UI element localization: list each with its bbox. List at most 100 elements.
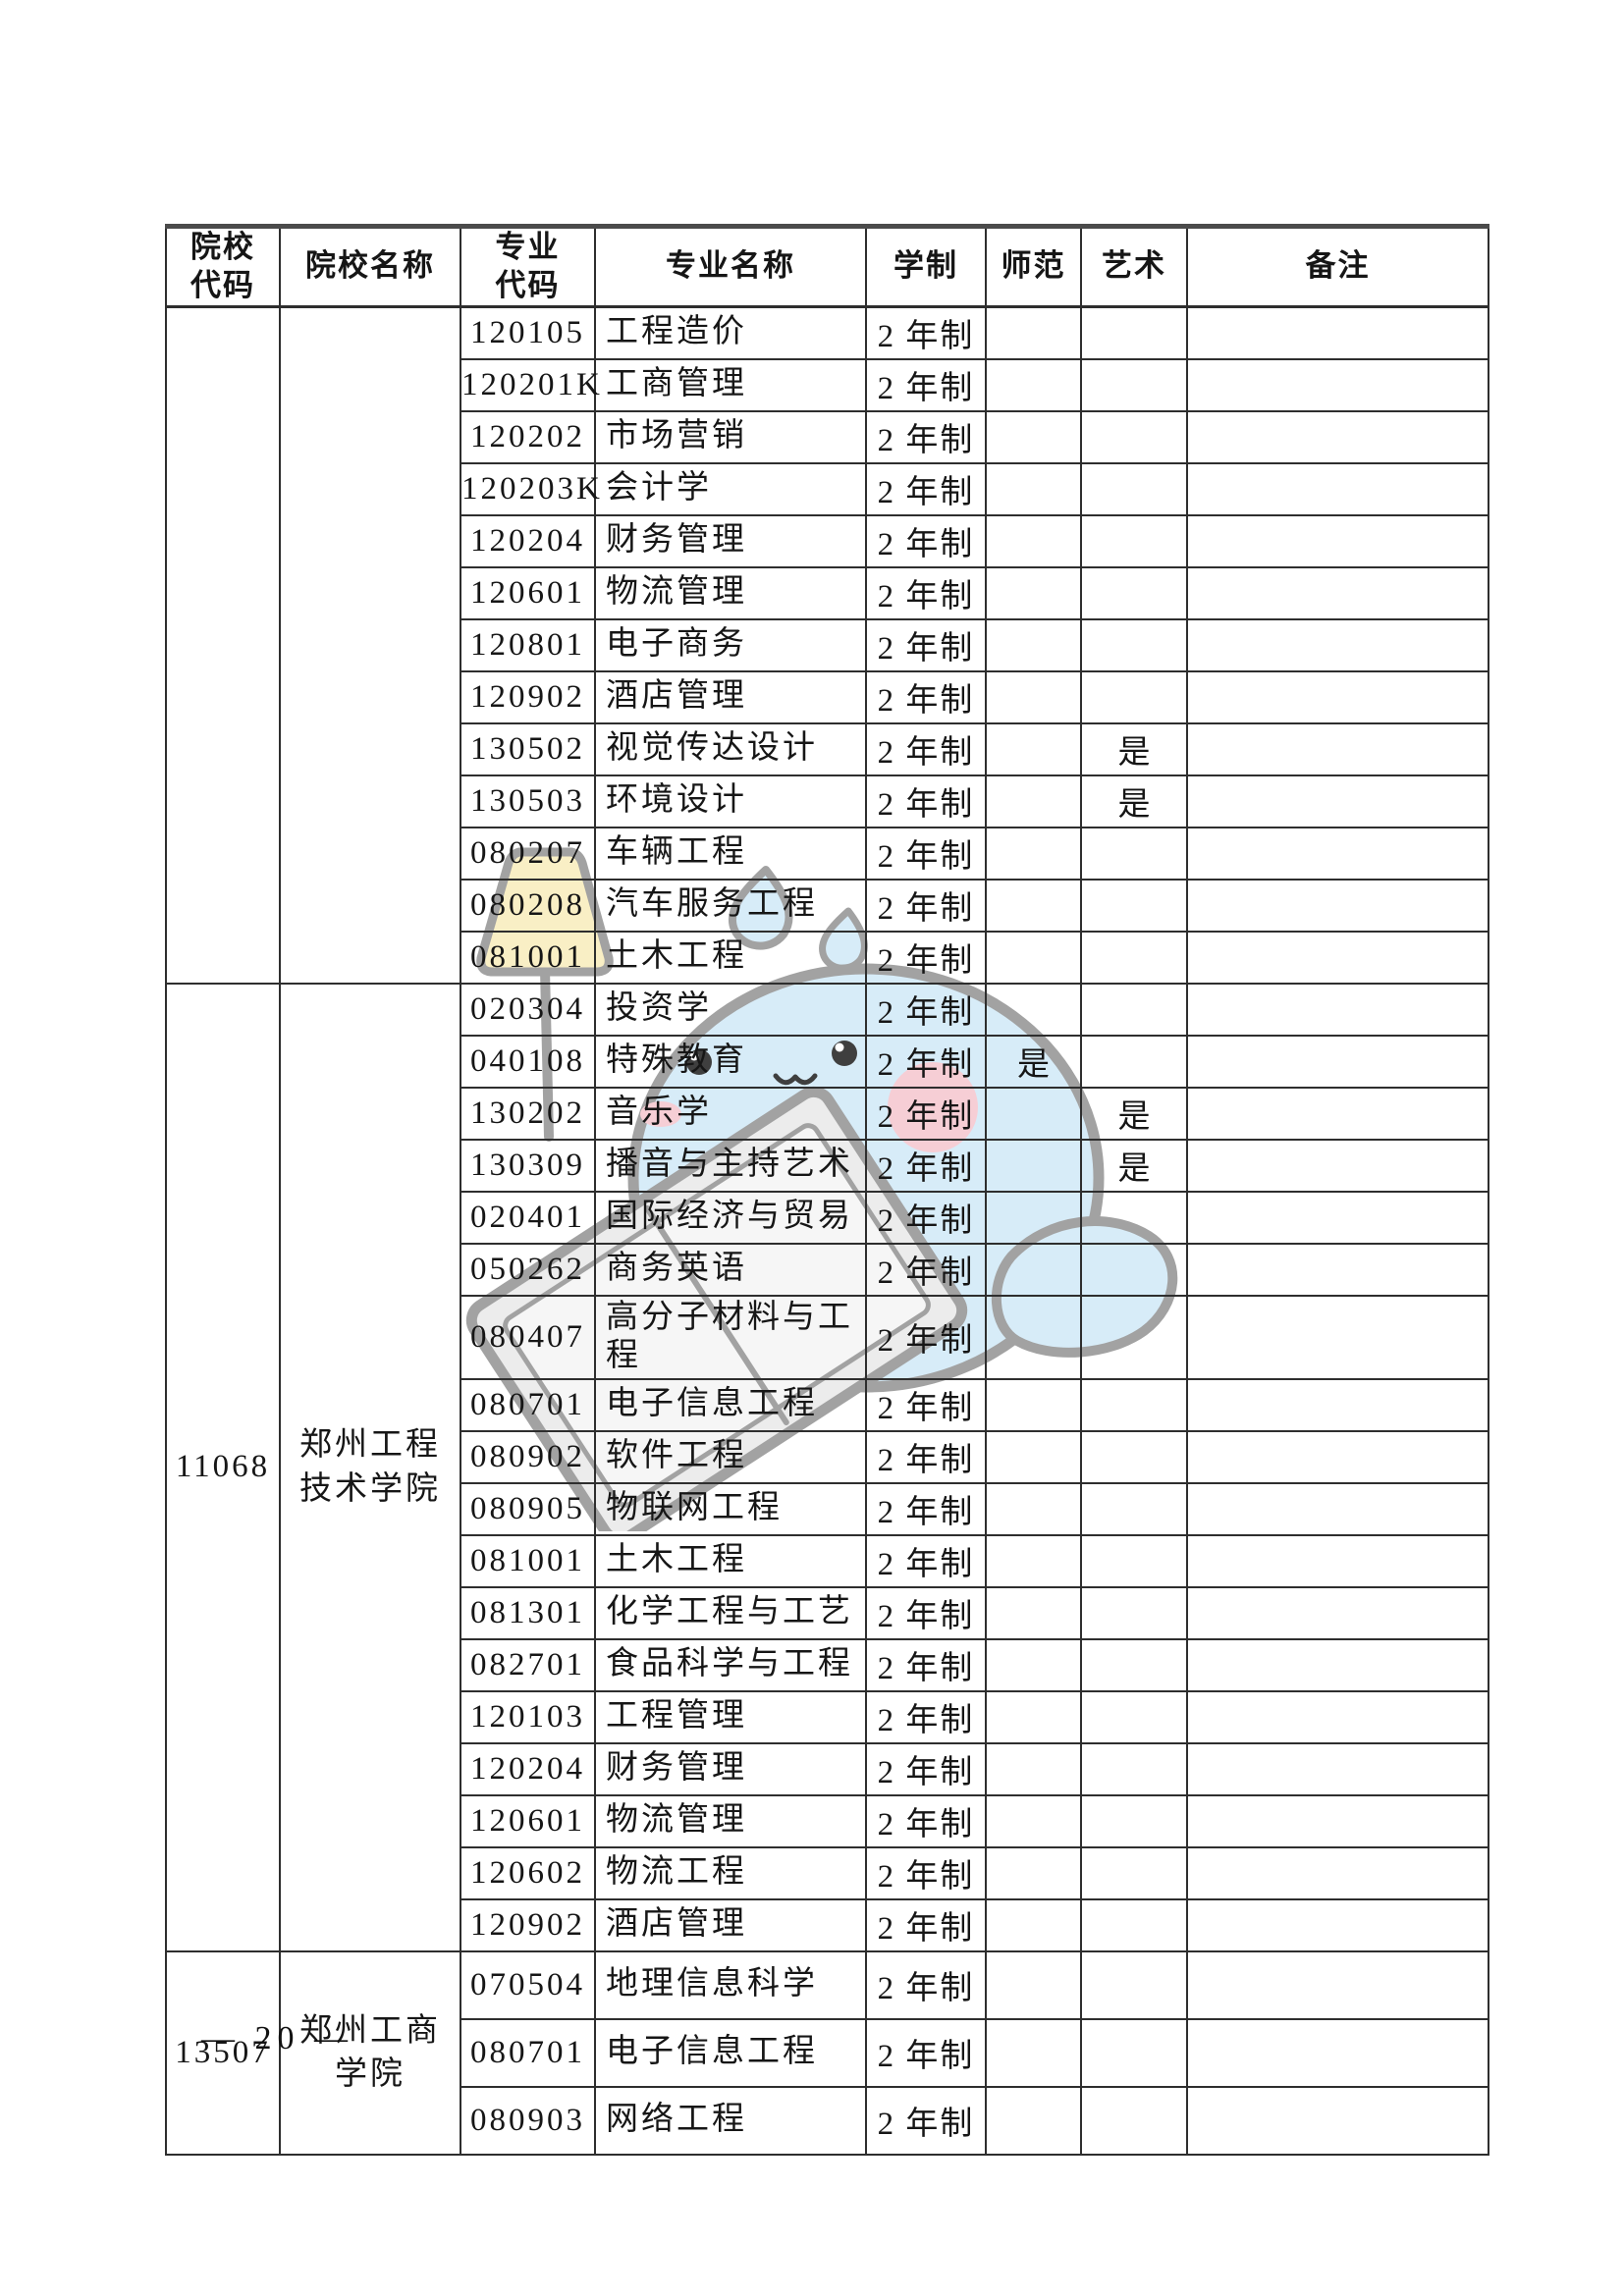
art-flag-cell — [1080, 878, 1188, 933]
normal-flag-cell — [985, 1897, 1082, 1952]
major-name-cell: 汽车服务工程 — [594, 878, 867, 933]
duration-cell: 2 年制 — [865, 461, 987, 516]
major-code-cell: 081001 — [460, 930, 596, 985]
art-flag-cell — [1080, 1242, 1188, 1297]
normal-flag-cell — [985, 1294, 1082, 1380]
remark-cell — [1186, 617, 1489, 672]
normal-flag-cell — [985, 1086, 1082, 1141]
normal-flag-cell — [985, 1793, 1082, 1848]
major-name-cell: 会计学 — [594, 461, 867, 516]
major-name-cell: 环境设计 — [594, 774, 867, 828]
major-name-cell: 酒店管理 — [594, 669, 867, 724]
major-name-cell: 电子信息工程 — [594, 2017, 867, 2088]
remark-cell — [1186, 357, 1489, 412]
art-flag-cell — [1080, 982, 1188, 1037]
table-row: 120902 酒店管理 2 年制 — [166, 669, 1489, 724]
art-flag-cell — [1080, 617, 1188, 672]
major-name-cell: 土木工程 — [594, 930, 867, 985]
program-table: 院校 代码 院校名称 专业 代码 专业名称 学制 师范 艺术 备注 120105 工程造价 2 年… — [165, 224, 1489, 2156]
remark-cell — [1186, 1294, 1489, 1380]
art-flag-cell — [1080, 930, 1188, 985]
major-code-cell: 080207 — [460, 826, 596, 881]
duration-cell: 2 年制 — [865, 774, 987, 828]
art-flag-cell: 是 — [1080, 774, 1188, 828]
duration-cell: 2 年制 — [865, 1377, 987, 1432]
remark-cell — [1186, 1481, 1489, 1536]
major-code-cell: 080701 — [460, 2017, 596, 2088]
art-flag-cell — [1080, 565, 1188, 620]
duration-cell: 2 年制 — [865, 1793, 987, 1848]
major-code-cell: 120601 — [460, 565, 596, 620]
duration-cell: 2 年制 — [865, 1242, 987, 1297]
major-name-cell: 物流管理 — [594, 1793, 867, 1848]
table-row: 081301 化学工程与工艺 2 年制 — [166, 1585, 1489, 1640]
major-code-cell: 050262 — [460, 1242, 596, 1297]
column-header-school_name: 院校名称 — [279, 224, 461, 308]
art-flag-cell — [1080, 669, 1188, 724]
major-code-cell: 130503 — [460, 774, 596, 828]
remark-cell — [1186, 565, 1489, 620]
column-header-major_code: 专业 代码 — [460, 224, 596, 308]
column-header-school_code: 院校 代码 — [165, 224, 281, 308]
table-row: 130502 视觉传达设计 2 年制 是 — [166, 721, 1489, 776]
art-flag-cell — [1080, 2017, 1188, 2088]
art-flag-cell — [1080, 1294, 1188, 1380]
duration-cell: 2 年制 — [865, 409, 987, 464]
normal-flag-cell — [985, 1190, 1082, 1245]
normal-flag-cell — [985, 1533, 1082, 1588]
duration-cell: 2 年制 — [865, 1481, 987, 1536]
remark-cell — [1186, 774, 1489, 828]
remark-cell — [1186, 1845, 1489, 1900]
remark-cell — [1186, 461, 1489, 516]
major-code-cell: 120203K — [460, 461, 600, 516]
major-name-cell: 工商管理 — [594, 357, 867, 412]
duration-cell: 2 年制 — [865, 1294, 987, 1380]
art-flag-cell — [1080, 826, 1188, 881]
major-code-cell: 130202 — [460, 1086, 596, 1141]
table-row: 13507 郑州工商学院 070504 地理信息科学 2 年制 — [165, 1949, 1489, 2156]
major-name-cell: 软件工程 — [594, 1429, 867, 1484]
major-name-cell: 高分子材料与工程 — [594, 1294, 867, 1380]
duration-cell: 2 年制 — [865, 669, 987, 724]
remark-cell — [1186, 1689, 1489, 1744]
remark-cell — [1186, 1533, 1489, 1588]
remark-cell — [1186, 721, 1489, 776]
major-code-cell: 020304 — [460, 982, 596, 1037]
art-flag-cell — [1080, 357, 1188, 412]
art-flag-cell — [1080, 1845, 1188, 1900]
art-flag-cell — [1080, 461, 1188, 516]
major-code-cell: 082701 — [460, 1637, 596, 1692]
major-name-cell: 物联网工程 — [594, 1481, 867, 1536]
normal-flag-cell — [985, 1429, 1082, 1484]
remark-cell — [1186, 1585, 1489, 1640]
major-name-cell: 酒店管理 — [594, 1897, 867, 1952]
major-code-cell: 080902 — [460, 1429, 596, 1484]
duration-cell: 2 年制 — [865, 2017, 987, 2088]
remark-cell — [1186, 2085, 1489, 2156]
major-name-cell: 化学工程与工艺 — [594, 1585, 867, 1640]
art-flag-cell — [1080, 1741, 1188, 1796]
art-flag-cell: 是 — [1080, 1138, 1188, 1193]
duration-cell: 2 年制 — [865, 878, 987, 933]
major-name-cell: 车辆工程 — [594, 826, 867, 881]
normal-flag-cell — [985, 2085, 1082, 2156]
table-row: 120203K 会计学 2 年制 — [166, 461, 1489, 516]
major-code-cell: 120601 — [460, 1793, 596, 1848]
table-body: 120105 工程造价 2 年制 120201K 工商管理 2 年制 120202 市场营销 2… — [165, 305, 1489, 2156]
major-name-cell: 财务管理 — [594, 1741, 867, 1796]
duration-cell: 2 年制 — [865, 1533, 987, 1588]
duration-cell: 2 年制 — [865, 1034, 987, 1089]
art-flag-cell — [1080, 1585, 1188, 1640]
table-row: 120601 物流管理 2 年制 — [166, 565, 1489, 620]
remark-cell — [1186, 669, 1489, 724]
major-code-cell: 120105 — [460, 305, 596, 360]
major-code-cell: 020401 — [460, 1190, 596, 1245]
remark-cell — [1186, 982, 1489, 1037]
remark-cell — [1186, 513, 1489, 568]
table-row: 120801 电子商务 2 年制 — [166, 617, 1489, 672]
normal-flag-cell — [985, 826, 1082, 881]
table-row: 081001 土木工程 2 年制 — [166, 1533, 1489, 1588]
major-name-cell: 物流工程 — [594, 1845, 867, 1900]
school-name-cell — [279, 305, 461, 985]
normal-flag-cell — [985, 1481, 1082, 1536]
